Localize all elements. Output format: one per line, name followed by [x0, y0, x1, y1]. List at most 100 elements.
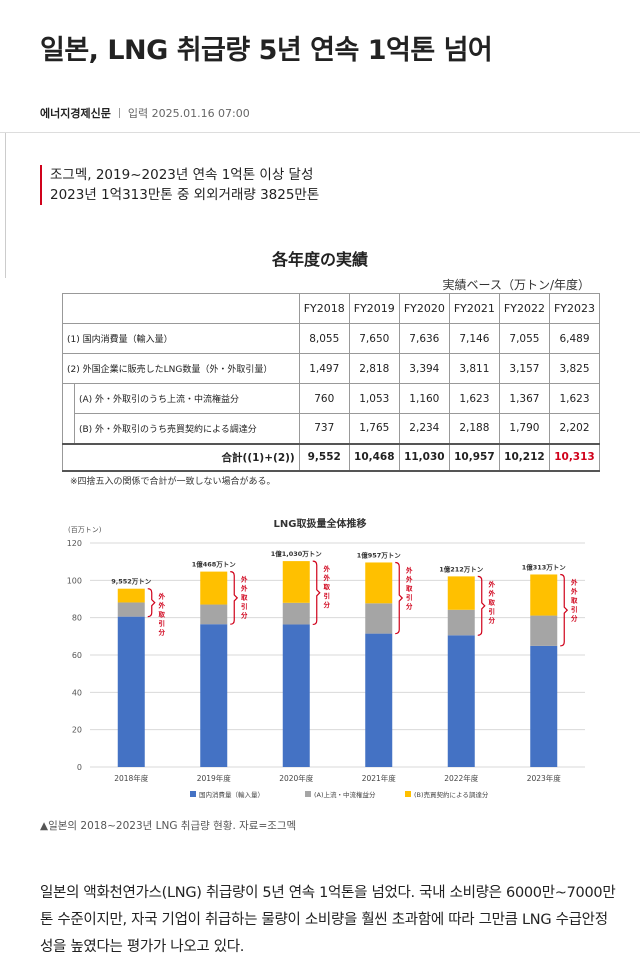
- bracket-label: 引: [406, 592, 413, 601]
- table-total-row: 合計((1)+(2)) 9,552 10,468 11,030 10,957 1…: [62, 442, 601, 472]
- table-cell: 1,160: [398, 383, 450, 414]
- bracket-label: 外: [489, 588, 496, 597]
- indent-cell: [62, 383, 75, 414]
- bar-segment-2: [117, 602, 145, 617]
- bar-segment-2: [282, 602, 310, 625]
- table-cell: 1,790: [498, 413, 550, 444]
- bracket-label: 外: [159, 601, 166, 610]
- bracket-label: 外: [241, 584, 248, 593]
- bar-segment-3: [117, 588, 145, 603]
- table-title: 各年度の実績: [271, 250, 368, 269]
- y-tick-label: 0: [77, 763, 82, 772]
- bracket-label: 引: [571, 604, 578, 613]
- bracket-label: 分: [406, 601, 413, 610]
- bracket-label: 取: [571, 595, 578, 604]
- table-cell: 7,055: [498, 323, 550, 354]
- table-cell: 1,623: [548, 383, 601, 414]
- bracket-label: 引: [489, 606, 496, 615]
- bar-total-label: 1億212万トン: [439, 564, 484, 573]
- bar-segment-2: [447, 609, 475, 636]
- total-cell: 9,552: [298, 442, 350, 472]
- row-label: (1) 国内消費量（輸入量）: [62, 323, 300, 354]
- bracket: [147, 588, 156, 618]
- lng-chart-svg: LNG取扱量全体推移(百万トン)0204060801001209,552万トン外…: [67, 517, 585, 799]
- bracket-label: 分: [489, 615, 496, 624]
- meta-divider: [118, 108, 120, 118]
- bracket-label: 外: [406, 574, 413, 583]
- article-meta: 에너지경제신문 입력 2025.01.16 07:00: [40, 105, 250, 121]
- table-row: (2) 外国企業に販売したLNG数量（外・外取引量） 1,497 2,818 3…: [62, 353, 601, 384]
- table-cell: 1,497: [298, 353, 350, 384]
- table-row: (B) 外・外取引のうち売買契約による調達分 737 1,765 2,234 2…: [62, 413, 601, 444]
- y-tick-label: 60: [72, 651, 82, 660]
- table-cell: 2,234: [398, 413, 450, 444]
- legend-swatch: [305, 791, 311, 797]
- table-cell: 1,053: [348, 383, 400, 414]
- bracket-label: 外: [489, 579, 496, 588]
- table-cell: 1,367: [498, 383, 550, 414]
- table-cell: 7,636: [398, 323, 450, 354]
- bracket-label: 取: [489, 597, 496, 606]
- side-panel-edge: [0, 133, 6, 278]
- bar-segment-1: [200, 624, 228, 767]
- x-tick-label: 2019年度: [197, 773, 232, 783]
- table-cell: 737: [298, 413, 350, 444]
- figure-caption: ▲일본의 2018~2023년 LNG 취급량 현황. 자료=조그멕: [40, 820, 297, 832]
- y-tick-label: 40: [72, 688, 82, 697]
- bracket-label: 取: [241, 593, 248, 602]
- table-cell: 1,765: [348, 413, 400, 444]
- lng-chart: LNG取扱量全体推移 (百万トン) 0 20 40 60 80 100 120 9,552万トン外…: [40, 505, 600, 805]
- summary-line: 조그멕, 2019~2023년 연속 1억톤 이상 달성: [50, 167, 314, 183]
- total-cell: 10,212: [498, 442, 550, 472]
- press-name[interactable]: 에너지경제신문: [40, 107, 111, 120]
- table-cell: 2,188: [448, 413, 500, 444]
- y-tick-label: 80: [72, 614, 82, 623]
- bracket-label: 取: [324, 582, 331, 591]
- table-year: FY2019: [348, 293, 400, 324]
- legend-label: 国内消費量（輸入量）: [199, 790, 264, 799]
- table-cell: 760: [298, 383, 350, 414]
- table-year: FY2023: [548, 293, 601, 324]
- bracket-label: 外: [241, 575, 248, 584]
- results-table: FY2018 FY2019 FY2020 FY2021 FY2022 FY202…: [62, 293, 601, 472]
- bar-segment-3: [200, 571, 228, 605]
- row-label: (B) 外・外取引のうち売買契約による調達分: [74, 413, 300, 444]
- bar-segment-2: [200, 604, 228, 625]
- bar-segment-3: [282, 561, 310, 603]
- table-row: (1) 国内消費量（輸入量） 8,055 7,650 7,636 7,146 7…: [62, 323, 601, 354]
- bar-total-label: 1億313万トン: [522, 562, 567, 571]
- bracket-label: 分: [159, 628, 166, 637]
- bracket: [312, 560, 321, 626]
- legend-label: (B)売買契約による調達分: [414, 790, 489, 799]
- bar-segment-1: [282, 624, 310, 767]
- bracket-label: 外: [159, 592, 166, 601]
- table-cell: 6,489: [548, 323, 601, 354]
- bar-segment-3: [365, 562, 393, 604]
- bar-segment-2: [530, 615, 558, 646]
- bar-segment-1: [117, 616, 145, 767]
- x-tick-label: 2018年度: [114, 773, 149, 783]
- row-label: (A) 外・外取引のうち上流・中流権益分: [74, 383, 300, 414]
- y-tick-label: 100: [67, 576, 82, 585]
- bar-segment-3: [447, 576, 475, 610]
- table-corner: [62, 293, 300, 324]
- y-axis-label: (百万トン): [68, 526, 102, 534]
- bracket-label: 外: [324, 564, 331, 573]
- x-tick-label: 2020年度: [279, 773, 314, 783]
- y-tick-label: 20: [72, 726, 82, 735]
- table-cell: 1,623: [448, 383, 500, 414]
- table-cell: 3,394: [398, 353, 450, 384]
- bracket-label: 取: [159, 610, 166, 619]
- bracket: [395, 561, 404, 635]
- bracket-label: 取: [406, 583, 413, 592]
- y-tick-label: 120: [67, 539, 82, 548]
- bracket-label: 引: [324, 591, 331, 600]
- x-tick-label: 2021年度: [362, 773, 397, 783]
- bar-total-label: 9,552万トン: [111, 578, 152, 586]
- table-cell: 3,157: [498, 353, 550, 384]
- table-header-row: FY2018 FY2019 FY2020 FY2021 FY2022 FY202…: [62, 293, 601, 324]
- bracket: [477, 575, 486, 636]
- bar-segment-3: [530, 574, 558, 616]
- bar-segment-1: [447, 635, 475, 767]
- bracket-label: 分: [241, 611, 248, 620]
